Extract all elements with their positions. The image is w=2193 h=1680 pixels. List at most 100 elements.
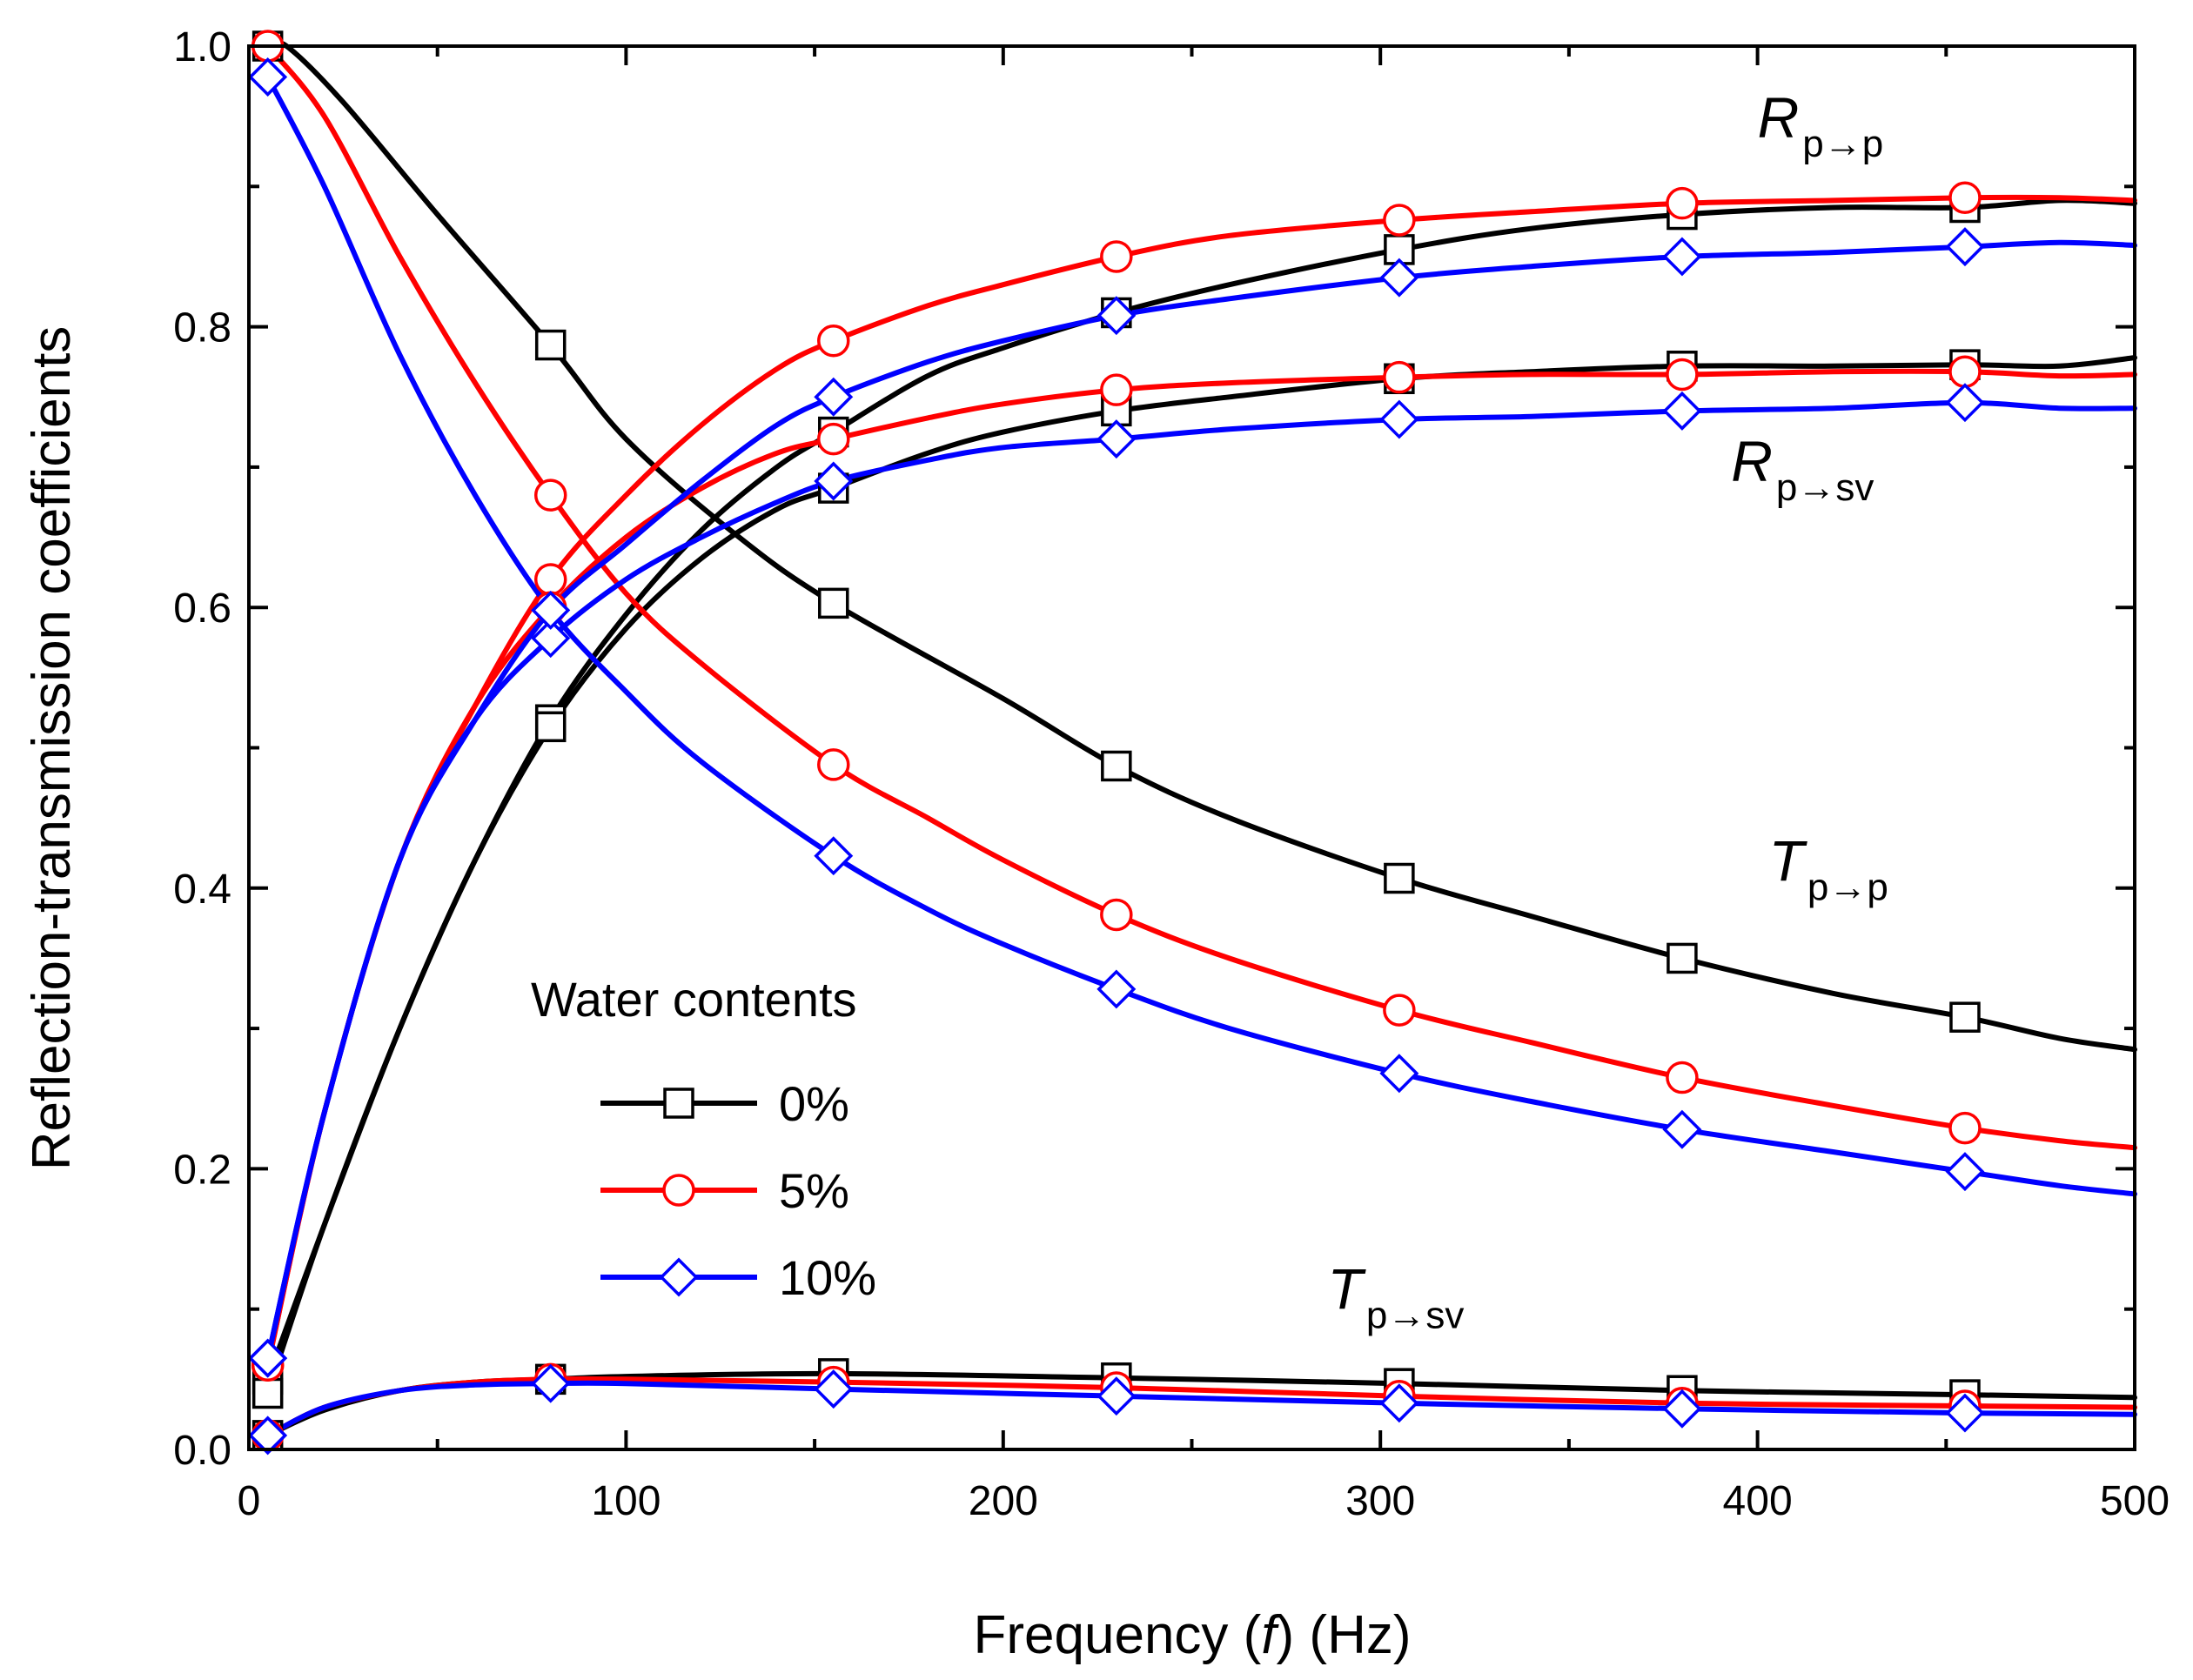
data-point-5-r-p-p-5 [1666, 186, 1699, 220]
data-point-10-r-p-sv-5 [1662, 391, 1702, 431]
data-point-0-r-p-sv-0 [251, 1377, 284, 1409]
data-point-5-t-p-p-2 [817, 748, 850, 781]
series-line-0-t-p-p [265, 39, 2137, 1053]
series-line-10-t-p-sv [265, 1380, 2137, 1438]
legend-marker-0pct [663, 1088, 694, 1119]
data-point-10-r-p-sv-6 [1945, 383, 1985, 423]
y-tick-label: 0.4 [173, 867, 231, 913]
x-axis-title: Frequency (f) (Hz) [974, 1605, 1412, 1665]
data-point-10-r-p-sv-2 [814, 461, 854, 501]
legend: Water contents 0% 5% 10% [531, 972, 876, 1305]
data-point-5-r-p-sv-6 [1948, 355, 1982, 388]
series-line-10-r-p-sv [265, 399, 2137, 1362]
x-tick-label: 500 [2100, 1478, 2170, 1524]
data-point-10-r-p-p-3 [1096, 296, 1137, 336]
curve-label-subscript: p→p [1802, 123, 1883, 165]
curve-label-t-p-sv: Tp→sv [1328, 1257, 1465, 1337]
x-axis-title-part-1: Frequency ( [974, 1605, 1262, 1665]
data-point-5-r-p-p-4 [1383, 204, 1416, 237]
data-point-0-t-p-p-6 [1949, 1001, 1981, 1033]
data-point-10-t-p-sv-6 [1945, 1393, 1985, 1433]
marker-layer [248, 30, 1985, 1456]
x-tick-label: 300 [1345, 1478, 1415, 1524]
x-tick-label: 400 [1723, 1478, 1793, 1524]
series-line-0-r-p-sv [265, 355, 2137, 1396]
data-point-10-r-p-sv-1 [531, 619, 571, 659]
data-point-10-t-p-sv-2 [814, 1369, 854, 1409]
data-point-5-t-p-p-3 [1100, 898, 1133, 932]
x-tick-label: 0 [238, 1478, 261, 1524]
series-line-5-t-p-p [265, 44, 2137, 1151]
curve-label-t-p-p: Tp→p [1769, 829, 1888, 909]
legend-title: Water contents [531, 972, 857, 1027]
data-point-0-r-p-sv-1 [534, 711, 567, 743]
legend-label-0pct: 0% [779, 1076, 849, 1131]
data-point-0-t-p-p-4 [1384, 862, 1415, 894]
curve-label-main: R [1731, 429, 1773, 493]
curve-label-main: R [1758, 85, 1800, 150]
data-point-10-t-p-p-1 [531, 590, 571, 630]
y-tick-label: 0.8 [173, 305, 231, 351]
data-point-5-t-p-p-5 [1666, 1061, 1699, 1094]
y-tick-label: 1.0 [173, 24, 231, 70]
data-point-0-t-p-p-2 [818, 587, 849, 619]
data-point-5-t-p-p-1 [533, 479, 567, 512]
data-point-5-r-p-sv-2 [817, 422, 850, 456]
data-point-10-t-p-sv-4 [1379, 1383, 1419, 1423]
data-point-5-r-p-p-2 [817, 324, 850, 358]
data-point-10-r-p-sv-4 [1379, 399, 1419, 439]
curve-label-main: T [1328, 1257, 1367, 1322]
data-point-10-t-p-sv-1 [531, 1363, 571, 1403]
x-tick-label: 200 [969, 1478, 1038, 1524]
data-point-10-t-p-sv-5 [1662, 1389, 1702, 1429]
y-tick-label: 0.6 [173, 586, 231, 632]
data-point-10-r-p-p-4 [1379, 258, 1419, 298]
data-point-10-r-p-p-5 [1662, 237, 1702, 277]
data-point-10-t-p-p-3 [1096, 969, 1137, 1009]
curve-label-subscript: p→sv [1776, 466, 1874, 509]
data-point-10-t-p-sv-3 [1096, 1376, 1137, 1416]
data-point-5-r-p-sv-3 [1100, 373, 1133, 406]
data-point-5-r-p-p-1 [533, 563, 567, 596]
data-point-5-r-p-sv-5 [1666, 358, 1699, 392]
legend-marker-5pct [662, 1174, 695, 1207]
x-axis-title-part-3: ) (Hz) [1277, 1605, 1412, 1665]
data-point-0-t-p-p-5 [1667, 942, 1698, 974]
data-point-5-t-p-p-4 [1383, 994, 1416, 1027]
curve-label-r-p-sv: Rp→sv [1731, 429, 1874, 509]
curve-label-r-p-p: Rp→p [1758, 85, 1884, 165]
data-point-0-t-p-p-3 [1101, 750, 1132, 782]
data-point-5-t-p-p-6 [1948, 1111, 1982, 1145]
axis-ticks [247, 44, 2136, 1451]
data-point-10-t-p-p-6 [1945, 1152, 1985, 1192]
y-tick-label: 0.2 [173, 1147, 231, 1193]
data-point-10-t-p-p-0 [248, 57, 288, 97]
y-tick-label: 0.0 [173, 1428, 231, 1474]
data-point-5-r-p-p-6 [1948, 181, 1982, 214]
data-point-10-t-p-p-2 [814, 836, 854, 876]
x-tick-label: 100 [591, 1478, 661, 1524]
legend-marker-10pct [659, 1257, 699, 1297]
data-point-5-r-p-sv-4 [1383, 360, 1416, 394]
data-point-0-t-p-p-1 [534, 329, 567, 361]
legend-label-5pct: 5% [779, 1163, 849, 1218]
data-point-10-t-p-p-4 [1379, 1054, 1419, 1094]
data-point-10-r-p-sv-3 [1096, 419, 1137, 459]
data-point-10-t-p-p-5 [1662, 1109, 1702, 1149]
y-axis-title: Reflection-transmission coefficients [22, 326, 82, 1171]
data-point-5-r-p-p-3 [1100, 240, 1133, 273]
data-point-10-t-p-sv-0 [248, 1416, 288, 1456]
plot-area [248, 30, 2137, 1456]
data-point-10-r-p-p-2 [814, 377, 854, 417]
data-point-10-r-p-p-6 [1945, 227, 1985, 267]
tick-labels: 0 100 200 300 400 500 0.0 0.2 0.4 0.6 0.8 1.0 [173, 24, 2170, 1524]
legend-label-10pct: 10% [779, 1250, 876, 1305]
series-line-10-t-p-p [265, 74, 2137, 1197]
series-line-0-r-p-p [265, 197, 2137, 1382]
curve-label-subscript: p→sv [1366, 1295, 1464, 1337]
data-point-10-r-p-sv-0 [248, 1338, 288, 1378]
curve-label-subscript: p→p [1807, 867, 1888, 909]
curve-label-main: T [1769, 829, 1808, 894]
